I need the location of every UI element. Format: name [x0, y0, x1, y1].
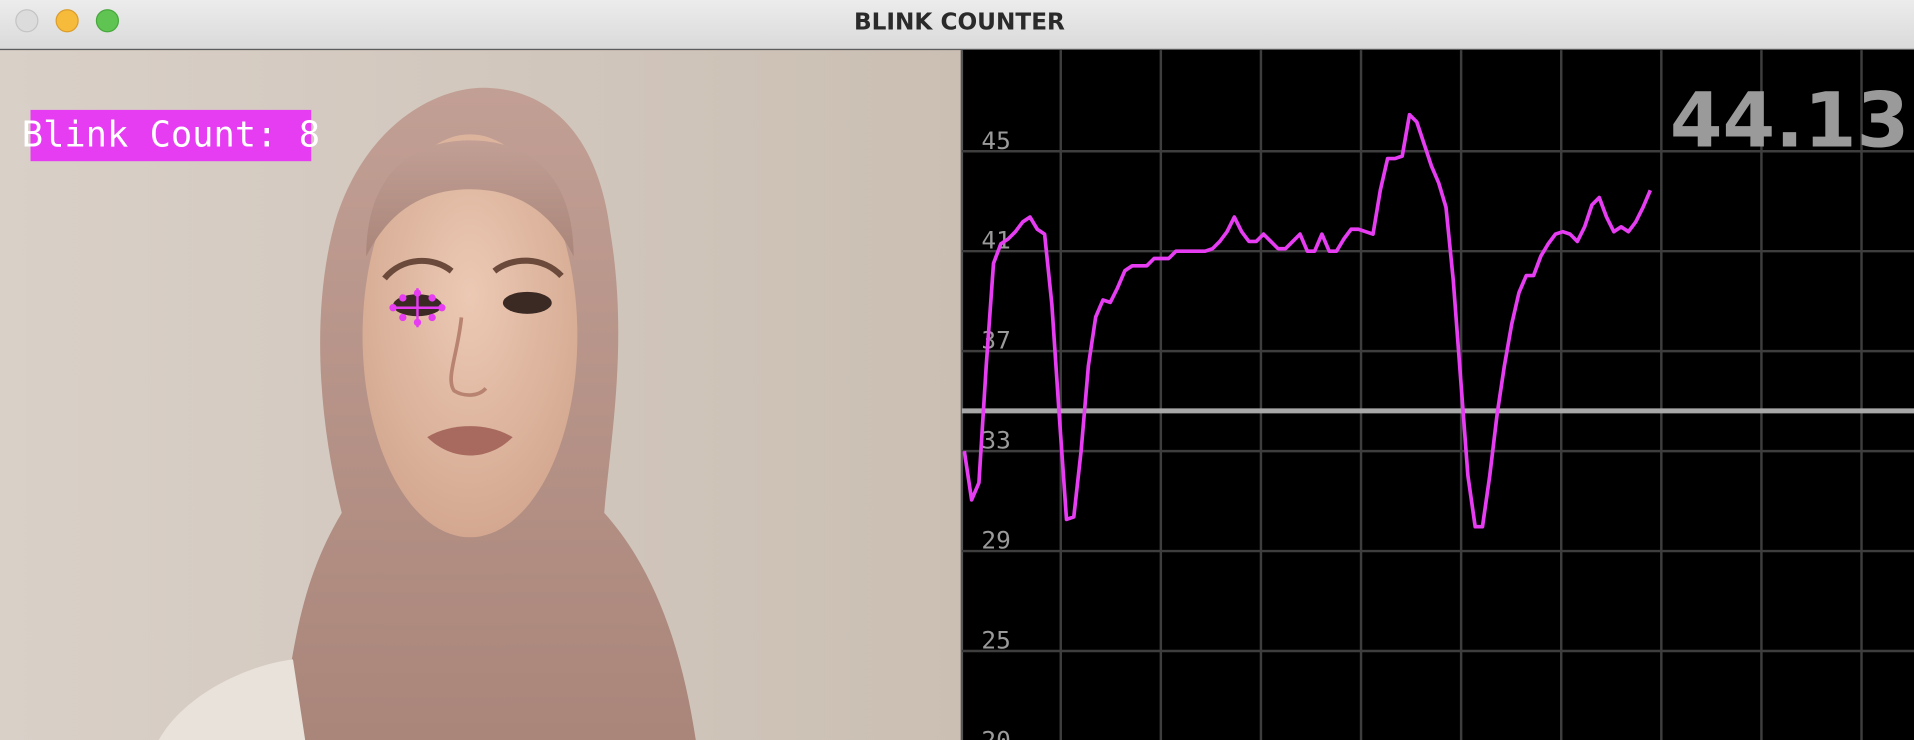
close-button[interactable] [15, 9, 39, 33]
ear-line [962, 112, 1653, 529]
chart: 4541373329252044.13 [960, 50, 1914, 740]
y-tick-label: 20 [981, 726, 1010, 740]
zoom-button[interactable] [95, 9, 120, 33]
vertical-grid [1059, 50, 1863, 740]
y-tick-label: 45 [981, 126, 1010, 155]
hijab-top [366, 140, 574, 257]
blink-count-label: Blink Count: 8 [22, 115, 320, 156]
lips [427, 426, 513, 456]
chart-background [961, 50, 1914, 740]
right-brow [492, 257, 564, 279]
nose [449, 317, 488, 397]
window-title: BLINK COUNTER [854, 8, 1065, 35]
right-eye [502, 291, 552, 314]
left-brow [382, 257, 454, 281]
y-tick-label: 29 [981, 526, 1010, 555]
minimize-button[interactable] [55, 9, 79, 33]
shirt [158, 659, 306, 740]
blink-count-box [30, 109, 312, 162]
current-value: 44.13 [1670, 77, 1909, 165]
face [362, 134, 578, 538]
y-tick-label: 33 [981, 426, 1010, 455]
y-tick-label: 25 [981, 626, 1010, 655]
eye-landmarks [389, 288, 446, 328]
video-frame: Blink Count: 8 [0, 50, 962, 740]
title-bar [0, 0, 1914, 49]
